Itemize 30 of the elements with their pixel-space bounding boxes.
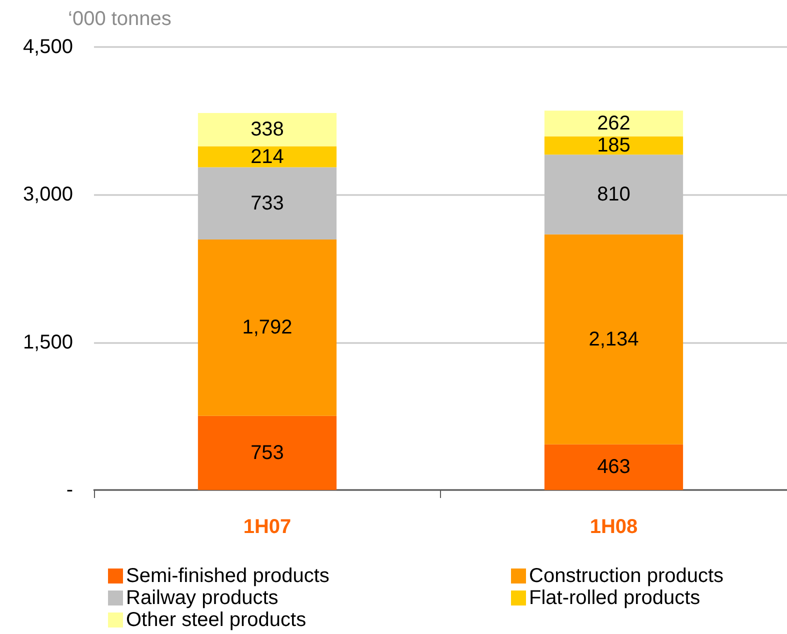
data-label: 214 [250,146,284,168]
bar [544,234,684,444]
bar [544,136,684,155]
y-tick-label: 1,500 [22,331,73,354]
y-axis-title: ‘000 tonnes [68,8,172,30]
data-label: 2,134 [588,328,639,350]
legend-label: Railway products [126,587,278,609]
data-label: 753 [250,442,284,464]
data-label: 463 [597,456,630,478]
x-tick-label: 1H08 [590,516,638,538]
bar [198,112,337,146]
legend-label: Other steel products [126,609,306,631]
bar [544,110,684,136]
data-label: 810 [597,183,630,206]
data-label: 262 [597,112,630,134]
bar [198,416,337,490]
legend-label: Semi-finished products [126,565,330,587]
data-label: 338 [250,118,284,141]
y-tick-label: - [66,479,73,501]
y-tick-label: 3,000 [22,184,73,206]
data-label: 185 [597,134,630,156]
bar [198,239,337,416]
bar [198,146,337,168]
data-label: 733 [250,192,284,214]
legend-label: Flat-rolled products [529,587,700,609]
bar [544,444,684,490]
data-label: 1,792 [242,316,292,339]
y-tick-label: 4,500 [22,36,73,58]
x-tick-label: 1H07 [243,516,292,538]
legend-label: Construction products [529,565,724,587]
